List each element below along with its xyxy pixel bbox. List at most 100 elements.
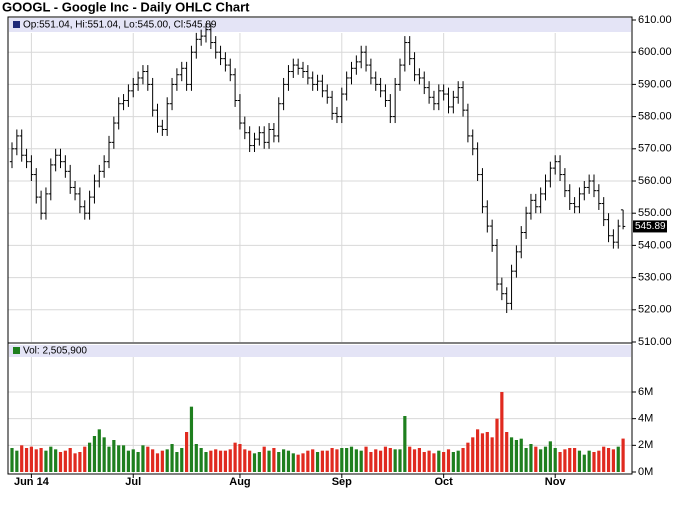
volume-bar — [388, 448, 392, 472]
volume-panel-border — [7, 342, 633, 475]
y2-tick-label: 2M — [638, 439, 653, 451]
volume-bar — [15, 450, 19, 472]
volume-bar — [243, 449, 247, 472]
last-price-box — [633, 220, 667, 233]
volume-bar — [136, 452, 140, 472]
volume-bar — [282, 449, 286, 472]
y-tick-label: 610.00 — [638, 14, 672, 26]
volume-bar — [558, 452, 562, 472]
volume-bar — [490, 437, 494, 472]
volume-bar — [476, 429, 480, 472]
volume-bar — [383, 446, 388, 472]
y2-tick-label: 0M — [638, 466, 653, 478]
volume-bar — [349, 446, 354, 472]
volume-bar — [320, 450, 324, 472]
volume-bar — [359, 450, 363, 472]
volume-bar — [315, 452, 320, 472]
volume-bar — [534, 446, 538, 472]
volume-bar — [374, 449, 378, 472]
volume-bar — [553, 448, 557, 472]
y-tick-label: 530.00 — [638, 272, 672, 284]
x-tick-label: Jun 14 — [14, 476, 50, 488]
volume-bar — [238, 444, 242, 472]
volume-legend-band — [9, 345, 631, 357]
volume-bar — [422, 452, 426, 472]
volume-bar — [471, 437, 475, 472]
y2-tick-label: 6M — [638, 386, 653, 398]
volume-bar — [412, 449, 417, 472]
volume-bar — [495, 418, 499, 472]
volume-bar — [573, 448, 577, 472]
volume-bar — [616, 446, 620, 472]
volume-bar — [146, 446, 150, 472]
volume-bar — [345, 448, 349, 472]
volume-bar — [160, 450, 164, 472]
volume-bar — [364, 446, 368, 472]
volume-bar — [228, 449, 232, 472]
volume-bar — [189, 406, 194, 472]
volume-bar — [417, 448, 421, 472]
y-tick-label: 520.00 — [638, 304, 672, 316]
volume-bar — [369, 452, 373, 472]
volume-bar — [354, 449, 358, 472]
volume-bar — [306, 450, 310, 472]
volume-bar — [58, 452, 63, 472]
volume-bar — [117, 445, 121, 472]
volume-bar — [577, 450, 582, 472]
volume-bar — [272, 448, 276, 472]
volume-bar — [44, 450, 48, 472]
volume-bar — [621, 438, 625, 472]
volume-legend-swatch — [13, 347, 20, 354]
volume-bar — [480, 433, 485, 472]
y-tick-label: 560.00 — [638, 175, 672, 187]
volume-bar — [563, 449, 567, 472]
volume-bar — [524, 448, 528, 472]
volume-bar — [218, 450, 223, 472]
volume-bar — [121, 445, 126, 472]
volume-bar — [54, 449, 58, 472]
volume-bar — [611, 449, 615, 472]
volume-bar — [296, 454, 300, 472]
volume-bar — [49, 446, 53, 472]
volume-bar — [393, 449, 397, 472]
volume-bar — [126, 450, 130, 472]
volume-bar — [403, 416, 407, 472]
volume-legend: Vol: 2,505,900 — [23, 346, 87, 357]
chart-title: GOOGL - Google Inc - Daily OHLC Chart — [2, 0, 250, 14]
volume-bar — [151, 449, 155, 472]
marks — [8, 23, 632, 474]
volume-bar — [73, 453, 77, 472]
volume-bar — [597, 450, 601, 472]
x-tick-label: Sep — [332, 476, 352, 488]
volume-bar — [325, 450, 329, 472]
y-tick-label: 510.00 — [638, 336, 672, 348]
volume-bar — [379, 450, 383, 472]
volume-bar — [592, 452, 596, 472]
volume-bar — [170, 444, 174, 472]
volume-bar — [175, 452, 179, 472]
volume-bar — [485, 432, 489, 472]
volume-bar — [529, 444, 533, 472]
y-tick-label: 540.00 — [638, 239, 672, 251]
volume-bar — [24, 448, 29, 472]
volume-bar — [398, 449, 402, 472]
volume-bar — [92, 436, 97, 472]
volume-bar — [34, 449, 38, 472]
volume-bar — [437, 450, 441, 472]
volume-bar — [291, 453, 295, 472]
volume-bar — [582, 454, 586, 472]
volume-bar — [68, 448, 72, 472]
volume-bar — [214, 449, 218, 472]
volume-bar — [606, 448, 611, 472]
volume-bar — [519, 438, 523, 472]
volume-bar — [539, 449, 543, 472]
x-tick-label: Jul — [125, 476, 141, 488]
volume-bar — [107, 446, 111, 472]
volume-bar — [330, 448, 334, 472]
y-tick-label: 600.00 — [638, 46, 672, 58]
volume-bar — [223, 450, 227, 472]
volume-bar — [568, 448, 572, 472]
volume-bar — [267, 450, 271, 472]
volume-bar — [587, 450, 591, 472]
